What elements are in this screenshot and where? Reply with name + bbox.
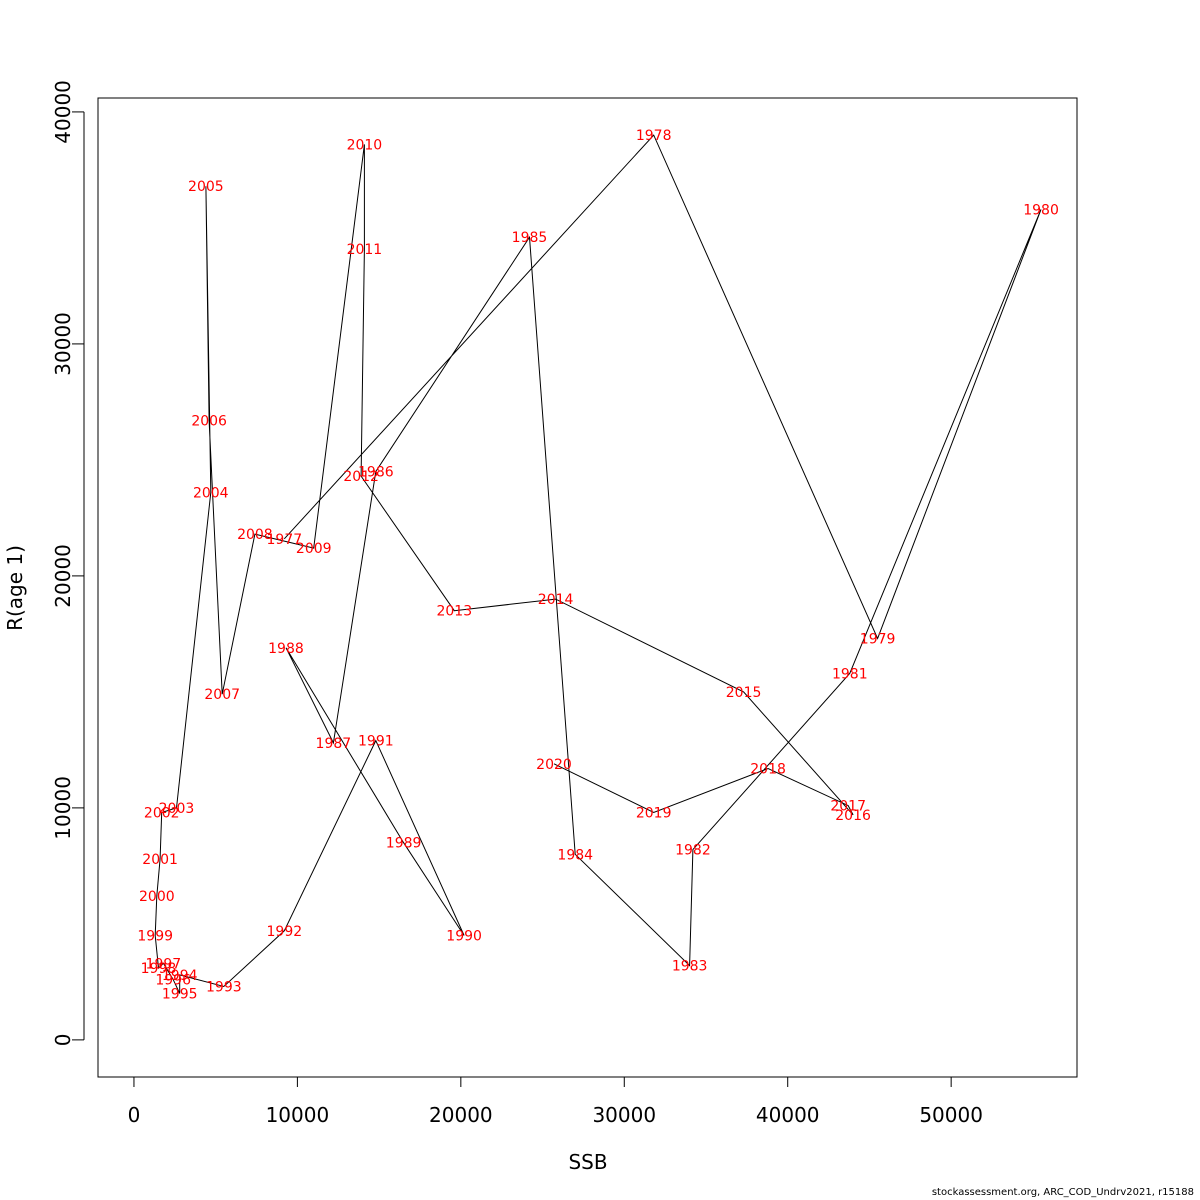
point-label-2014: 2014 — [538, 592, 574, 608]
point-label-1982: 1982 — [675, 843, 711, 859]
series-line — [154, 134, 1042, 994]
point-label-1998: 1998 — [141, 961, 177, 977]
y-axis: 0 10000 20000 30000 40000 — [51, 80, 85, 1047]
x-axis-title: SSB — [568, 1150, 607, 1174]
point-label-1994: 1994 — [162, 968, 198, 984]
point-label-2001: 2001 — [142, 852, 178, 868]
point-label-2010: 2010 — [347, 137, 383, 153]
point-label-1977: 1977 — [267, 532, 303, 548]
footer-credit: stockassessment.org, ARC_COD_Undrv2021, … — [931, 1187, 1194, 1198]
point-label-1984: 1984 — [557, 847, 593, 863]
point-label-1978: 1978 — [636, 128, 672, 144]
point-label-1986: 1986 — [358, 465, 394, 481]
point-label-2020: 2020 — [536, 757, 572, 773]
point-label-1987: 1987 — [316, 736, 352, 752]
plot-frame — [97, 97, 1078, 1078]
y-tick-label: 0 — [51, 1034, 75, 1047]
y-axis-title: R(age 1) — [3, 545, 27, 631]
y-tick-label: 40000 — [51, 80, 75, 144]
point-label-2016: 2016 — [835, 808, 871, 824]
point-label-1996: 1996 — [155, 973, 191, 989]
point-label-1992: 1992 — [267, 924, 303, 940]
x-tick-label: 30000 — [592, 1103, 656, 1127]
point-label-1979: 1979 — [860, 632, 896, 648]
point-label-2008: 2008 — [237, 527, 273, 543]
x-tick-label: 50000 — [919, 1103, 983, 1127]
y-tick-label: 30000 — [51, 312, 75, 376]
point-label-2019: 2019 — [636, 806, 672, 822]
point-label-1985: 1985 — [512, 230, 548, 246]
point-label-1989: 1989 — [386, 836, 422, 852]
point-label-2015: 2015 — [726, 685, 762, 701]
point-label-2003: 2003 — [159, 801, 195, 817]
y-tick-label: 10000 — [51, 776, 75, 840]
point-label-1991: 1991 — [358, 734, 394, 750]
point-label-1990: 1990 — [446, 928, 482, 944]
x-axis: 0 10000 20000 30000 40000 50000 — [128, 1076, 983, 1127]
point-label-2011: 2011 — [347, 242, 383, 258]
point-label-2004: 2004 — [193, 485, 229, 501]
point-label-2006: 2006 — [191, 413, 227, 429]
x-tick-label: 0 — [128, 1103, 141, 1127]
point-label-2009: 2009 — [296, 541, 332, 557]
point-label-1995: 1995 — [162, 986, 198, 1002]
x-tick-label: 20000 — [429, 1103, 493, 1127]
x-tick-label: 40000 — [756, 1103, 820, 1127]
point-label-2012: 2012 — [343, 469, 379, 485]
point-label-1981: 1981 — [832, 666, 868, 682]
point-label-1980: 1980 — [1023, 202, 1059, 218]
point-label-2017: 2017 — [830, 799, 866, 815]
point-label-2002: 2002 — [144, 806, 180, 822]
point-label-1999: 1999 — [137, 928, 173, 944]
point-label-2013: 2013 — [436, 604, 472, 620]
x-tick-label: 10000 — [266, 1103, 330, 1127]
point-label-2018: 2018 — [750, 761, 786, 777]
year-labels: 1977 1978 1979 1980 1981 1982 1983 1984 1985 1986… — [137, 128, 1058, 1002]
point-label-1993: 1993 — [206, 980, 242, 996]
point-label-2000: 2000 — [139, 889, 175, 905]
point-label-1988: 1988 — [268, 641, 304, 657]
point-label-2005: 2005 — [188, 179, 224, 195]
point-label-2007: 2007 — [204, 687, 240, 703]
point-label-1997: 1997 — [146, 956, 182, 972]
point-label-1983: 1983 — [672, 959, 708, 975]
y-tick-label: 20000 — [51, 544, 75, 608]
